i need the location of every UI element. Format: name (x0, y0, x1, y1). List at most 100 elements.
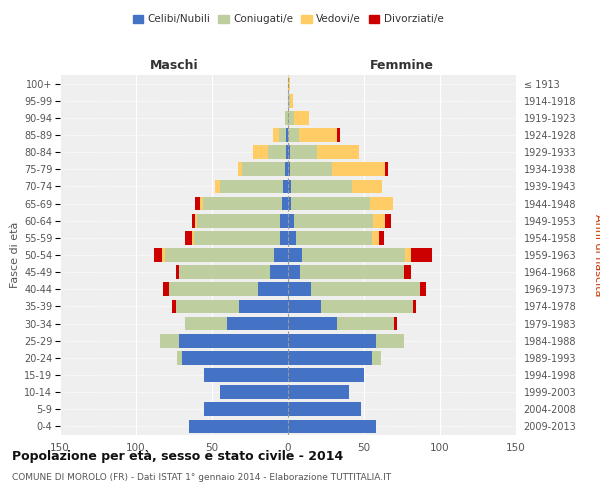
Bar (165, 248, 274, 262)
Bar (294, 111, 309, 124)
Text: Femmine: Femmine (370, 58, 434, 71)
Bar (197, 214, 280, 228)
Bar (385, 214, 391, 228)
Bar (317, 146, 359, 159)
Bar (291, 180, 352, 194)
Bar (185, 231, 192, 244)
Bar (239, 300, 288, 314)
Bar (299, 128, 337, 142)
Bar (280, 214, 288, 228)
Bar (203, 196, 282, 210)
Bar (288, 128, 299, 142)
Bar (288, 162, 290, 176)
Bar (288, 316, 337, 330)
Bar (294, 214, 373, 228)
Bar (291, 196, 370, 210)
Bar (288, 266, 300, 279)
Bar (179, 266, 270, 279)
Bar (176, 300, 239, 314)
Text: Maschi: Maschi (149, 58, 199, 71)
Bar (290, 146, 317, 159)
Bar (288, 351, 371, 364)
Bar (215, 180, 220, 194)
Bar (268, 146, 286, 159)
Bar (288, 300, 322, 314)
Bar (270, 266, 288, 279)
Bar (194, 231, 280, 244)
Bar (420, 282, 427, 296)
Bar (373, 214, 385, 228)
Bar (280, 231, 288, 244)
Bar (182, 351, 288, 364)
Bar (288, 420, 376, 434)
Bar (300, 266, 404, 279)
Legend: Celibi/Nubili, Coniugati/e, Vedovi/e, Divorziati/e: Celibi/Nubili, Coniugati/e, Vedovi/e, Di… (128, 10, 448, 29)
Bar (413, 300, 416, 314)
Bar (238, 162, 242, 176)
Bar (288, 402, 361, 416)
Bar (205, 368, 288, 382)
Bar (288, 146, 290, 159)
Bar (352, 180, 382, 194)
Bar (192, 231, 194, 244)
Bar (220, 386, 288, 399)
Bar (169, 282, 257, 296)
Bar (285, 162, 288, 176)
Bar (302, 248, 405, 262)
Text: COMUNE DI MOROLO (FR) - Dati ISTAT 1° gennaio 2014 - Elaborazione TUTTITALIA.IT: COMUNE DI MOROLO (FR) - Dati ISTAT 1° ge… (12, 472, 391, 482)
Bar (288, 196, 291, 210)
Bar (285, 111, 288, 124)
Bar (176, 266, 179, 279)
Bar (337, 316, 394, 330)
Bar (337, 128, 340, 142)
Bar (311, 282, 420, 296)
Bar (322, 300, 413, 314)
Bar (177, 351, 182, 364)
Text: Popolazione per età, sesso e stato civile - 2014: Popolazione per età, sesso e stato civil… (12, 450, 343, 463)
Bar (385, 162, 388, 176)
Bar (288, 368, 364, 382)
Bar (172, 300, 176, 314)
Bar (288, 282, 311, 296)
Bar (286, 128, 288, 142)
Bar (379, 231, 384, 244)
Bar (205, 402, 288, 416)
Bar (290, 162, 332, 176)
Bar (279, 128, 286, 142)
Bar (371, 231, 379, 244)
Bar (242, 162, 285, 176)
Bar (411, 248, 433, 262)
Bar (282, 196, 288, 210)
Bar (288, 386, 349, 399)
Bar (253, 146, 268, 159)
Bar (154, 248, 162, 262)
Bar (288, 111, 294, 124)
Bar (288, 231, 296, 244)
Bar (288, 94, 290, 108)
Bar (192, 214, 195, 228)
Bar (257, 282, 288, 296)
Bar (273, 128, 279, 142)
Bar (195, 214, 197, 228)
Bar (288, 334, 376, 347)
Bar (274, 248, 288, 262)
Bar (394, 316, 397, 330)
Bar (288, 76, 290, 90)
Bar (200, 196, 203, 210)
Bar (376, 334, 404, 347)
Bar (283, 180, 288, 194)
Bar (332, 162, 385, 176)
Bar (288, 248, 302, 262)
Bar (286, 146, 288, 159)
Bar (404, 266, 411, 279)
Y-axis label: Anni di nascita: Anni di nascita (593, 214, 600, 296)
Bar (296, 231, 371, 244)
Bar (370, 196, 393, 210)
Y-axis label: Fasce di età: Fasce di età (10, 222, 20, 288)
Bar (179, 334, 288, 347)
Bar (195, 196, 200, 210)
Bar (288, 214, 294, 228)
Bar (162, 248, 165, 262)
Bar (160, 334, 179, 347)
Bar (290, 94, 293, 108)
